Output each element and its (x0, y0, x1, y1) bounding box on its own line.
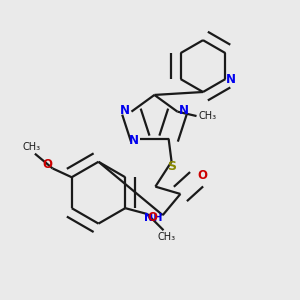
Text: CH₃: CH₃ (158, 232, 175, 242)
Text: N: N (120, 104, 130, 117)
Text: N: N (226, 73, 236, 85)
Text: O: O (42, 158, 52, 171)
Text: NH: NH (144, 212, 163, 223)
Text: S: S (167, 160, 176, 173)
Text: CH₃: CH₃ (199, 111, 217, 121)
Text: O: O (197, 169, 207, 182)
Text: N: N (179, 104, 189, 117)
Text: N: N (128, 134, 139, 147)
Text: CH₃: CH₃ (23, 142, 41, 152)
Text: O: O (148, 211, 158, 224)
